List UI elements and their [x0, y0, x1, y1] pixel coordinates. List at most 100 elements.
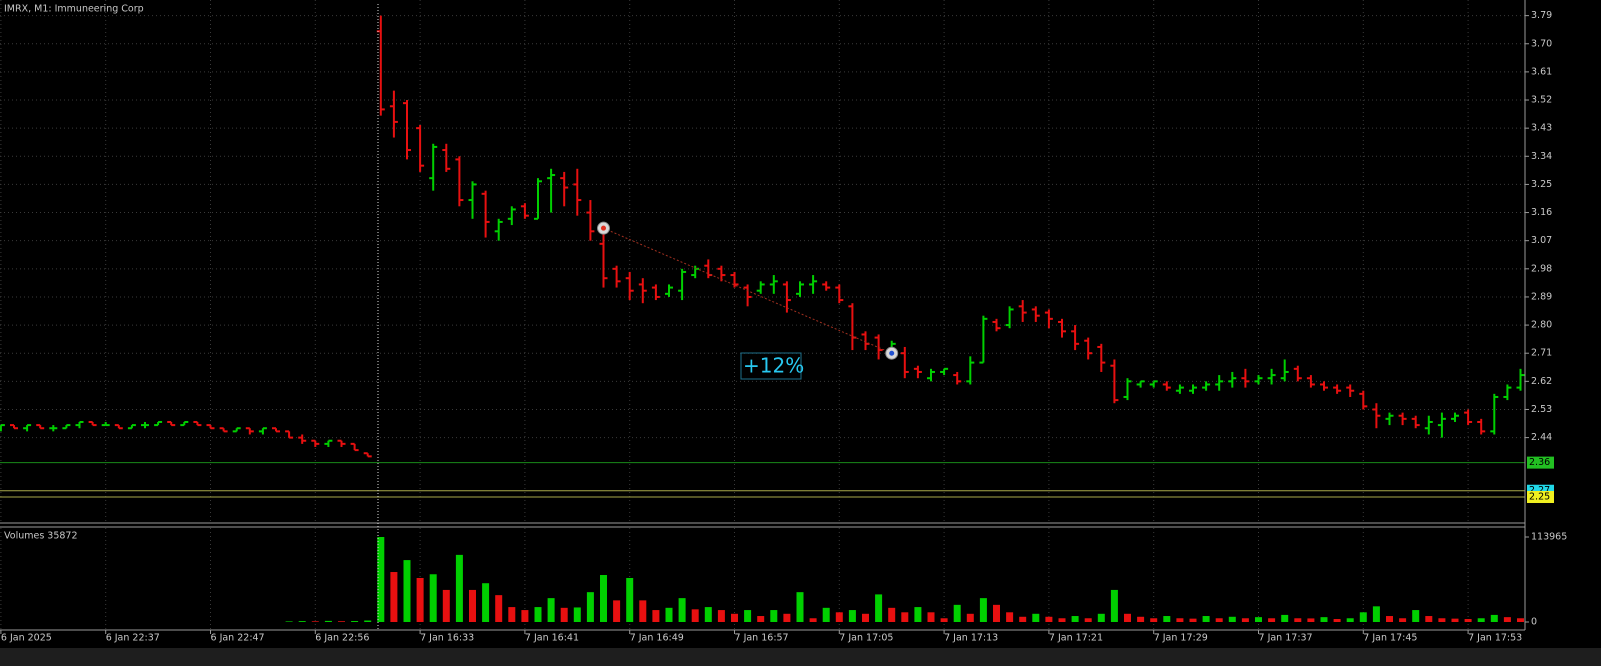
- volume-bar: [940, 618, 948, 622]
- volume-bar: [547, 598, 555, 622]
- volume-bar: [796, 592, 804, 622]
- level-label: 2.25: [1529, 491, 1550, 502]
- volume-bar: [1058, 618, 1066, 622]
- y-tick-label: 2.62: [1531, 376, 1552, 387]
- volume-bar: [416, 577, 424, 622]
- volume-bar: [626, 577, 634, 622]
- trendline-anchor-dot: [889, 350, 895, 356]
- volume-bar: [875, 594, 883, 622]
- volume-bar: [1006, 612, 1014, 622]
- volume-bar: [1255, 617, 1262, 622]
- chart-title: IMRX, M1: Immuneering Corp: [4, 4, 144, 15]
- volume-bar: [1281, 614, 1289, 622]
- volume-bar: [1097, 613, 1105, 622]
- volume-bar: [298, 621, 306, 622]
- x-tick-label: 7 Jan 17:21: [1049, 633, 1103, 644]
- volume-bar: [652, 610, 660, 622]
- volume-bar: [1176, 618, 1184, 622]
- x-tick-label: 7 Jan 17:53: [1468, 633, 1522, 644]
- y-tick-label: 3.34: [1531, 151, 1552, 162]
- y-tick-label: 2.89: [1531, 291, 1552, 302]
- grid: [0, 0, 1525, 630]
- volume-bar: [1372, 606, 1380, 622]
- x-tick-label: 7 Jan 17:37: [1259, 633, 1313, 644]
- level-label: 2.27: [1529, 485, 1550, 496]
- volume-bar: [1150, 618, 1158, 622]
- volume-bar: [285, 621, 293, 622]
- volume-bar: [1386, 616, 1393, 622]
- annotation-box: [740, 352, 802, 380]
- volume-bar: [1359, 612, 1367, 622]
- x-tick-label: 6 Jan 22:47: [211, 633, 265, 644]
- volume-bar: [521, 610, 529, 622]
- x-tick-label: 7 Jan 16:33: [420, 633, 474, 644]
- volume-tick-label: 113965: [1531, 532, 1567, 543]
- volume-bar: [1477, 618, 1485, 622]
- volume-bar: [862, 613, 869, 622]
- x-tick-label: 6 Jan 22:56: [315, 633, 369, 644]
- y-tick-label: 3.52: [1531, 95, 1552, 106]
- y-tick-label: 3.70: [1531, 38, 1552, 49]
- volume-bar: [403, 560, 411, 622]
- y-tick-label: 2.80: [1531, 320, 1552, 331]
- volume-bar: [442, 589, 450, 622]
- volume-bar: [1137, 616, 1145, 622]
- marks: [0, 15, 1525, 622]
- annotation: +12%: [743, 354, 804, 378]
- volume-bar: [1202, 616, 1210, 622]
- volume-bar: [1333, 619, 1341, 622]
- x-tick-label: 7 Jan 17:45: [1363, 633, 1417, 644]
- y-tick-label: 3.61: [1531, 66, 1552, 77]
- volume-bar: [1451, 618, 1459, 622]
- x-tick-label: 7 Jan 16:57: [735, 633, 789, 644]
- volume-bar: [1228, 616, 1236, 622]
- volume-bar: [1425, 616, 1433, 622]
- volume-bar: [901, 612, 909, 622]
- y-tick-label: 2.98: [1531, 263, 1552, 274]
- volume-bar: [469, 589, 476, 622]
- volume-bar: [429, 574, 437, 622]
- volume-bar: [377, 537, 385, 622]
- volume-bar: [1412, 610, 1420, 622]
- volume-bar: [914, 607, 922, 622]
- volume-bar: [717, 610, 725, 622]
- x-tick-label: 7 Jan 16:49: [630, 633, 684, 644]
- volume-bar: [678, 598, 686, 622]
- volume-bar: [691, 609, 699, 622]
- trendline-anchor-dot: [601, 225, 606, 231]
- y-tick-label: 3.07: [1531, 235, 1552, 246]
- volume-bar: [744, 610, 752, 622]
- volume-bar: [888, 607, 896, 622]
- volume-bar: [639, 600, 647, 622]
- volume-bar: [1320, 617, 1328, 622]
- x-tick-label: 6 Jan 2025: [1, 633, 52, 644]
- volume-bar: [770, 610, 778, 622]
- x-tick-label: 7 Jan 17:13: [944, 633, 998, 644]
- volume-bar: [1215, 618, 1223, 622]
- y-tick-label: 3.79: [1531, 10, 1552, 21]
- volume-bar: [1294, 618, 1302, 622]
- level-label: 2.36: [1529, 457, 1550, 468]
- volume-bar: [534, 607, 542, 622]
- volume-bar: [822, 607, 830, 622]
- volume-bar: [1307, 618, 1315, 622]
- volume-bar: [324, 620, 332, 622]
- volume-bar: [1268, 618, 1276, 622]
- volume-bar: [1032, 613, 1040, 622]
- volume-bar: [1084, 618, 1092, 622]
- volume-bar: [600, 575, 607, 622]
- volume-bar: [1110, 589, 1118, 622]
- y-tick-label: 3.16: [1531, 207, 1552, 218]
- y-tick-label: 2.71: [1531, 348, 1552, 359]
- level-label-bg: [1527, 456, 1554, 469]
- volume-bar: [993, 604, 1000, 622]
- volume-bar: [390, 572, 398, 622]
- volume-bar: [560, 607, 568, 622]
- trendline: [603, 227, 892, 354]
- volume-bar: [1503, 617, 1511, 622]
- volume-bar: [783, 613, 791, 622]
- volume-bar: [1019, 616, 1027, 622]
- volume-bar: [966, 613, 974, 622]
- volume-bar: [1438, 618, 1446, 622]
